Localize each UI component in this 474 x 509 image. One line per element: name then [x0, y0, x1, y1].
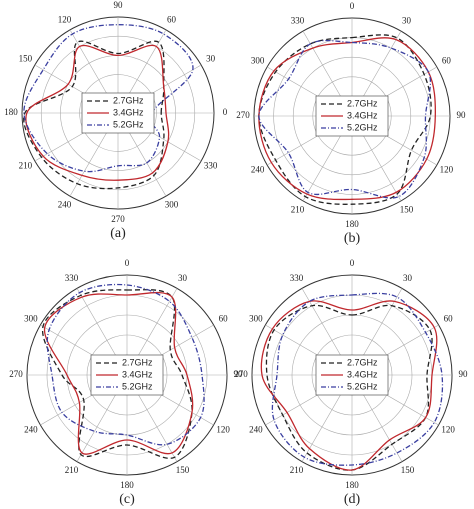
- angle-tick-label: 150: [176, 465, 190, 475]
- series-line: [23, 24, 194, 173]
- angle-tick-label: 300: [24, 314, 38, 324]
- series-line: [258, 39, 432, 199]
- angle-tick-label: 150: [400, 204, 414, 214]
- angle-tick-label: 0: [350, 1, 355, 11]
- angle-tick-label: 240: [251, 165, 265, 175]
- series-line: [25, 44, 170, 181]
- angle-tick-label: 90: [457, 110, 467, 120]
- angle-tick-label: 90: [114, 0, 124, 10]
- angle-tick-label: 0: [223, 107, 228, 117]
- angle-tick-label: 180: [120, 480, 134, 490]
- legend-label: 3.4GHz: [113, 107, 144, 117]
- angle-tick-label: 120: [441, 425, 455, 435]
- angle-tick-label: 210: [290, 465, 304, 475]
- caption: (a): [110, 226, 126, 241]
- caption: (c): [119, 492, 135, 507]
- angle-tick-label: 60: [444, 314, 454, 324]
- polar-chart: 0 30 60 90 120 150 180 210 240 270 300 330 2.7GHz 3.4…: [236, 1, 466, 246]
- series-line: [260, 300, 438, 471]
- legend-label: 5.2GHz: [347, 381, 378, 391]
- series-line: [41, 289, 193, 459]
- angle-tick-label: 90: [234, 369, 244, 379]
- angle-tick-label: 90: [459, 369, 469, 379]
- angle-tick-label: 180: [345, 480, 359, 490]
- angle-tick-label: 60: [442, 56, 452, 66]
- angle-tick-label: 270: [9, 369, 23, 379]
- angle-tick-label: 30: [402, 16, 412, 26]
- angle-tick-label: 210: [19, 161, 33, 171]
- angle-tick-label: 300: [165, 200, 179, 210]
- series-line: [271, 292, 444, 466]
- legend-label: 5.2GHz: [122, 381, 153, 391]
- angle-tick-label: 330: [65, 273, 79, 283]
- angle-tick-label: 30: [403, 273, 413, 283]
- angle-tick-label: 300: [251, 56, 265, 66]
- angle-tick-label: 330: [290, 273, 304, 283]
- angle-tick-label: 120: [58, 14, 72, 24]
- legend-label: 2.7GHz: [113, 95, 144, 105]
- caption: (d): [344, 492, 361, 507]
- series-line: [23, 40, 165, 190]
- angle-tick-label: 330: [204, 161, 218, 171]
- polar-chart: 0 30 60 90 120 150 180 210 240 270 300 330 2.7GHz 3.4…: [234, 258, 468, 507]
- angle-tick-label: 240: [249, 425, 263, 435]
- angle-tick-label: 60: [219, 314, 229, 324]
- legend-label: 3.4GHz: [122, 369, 153, 379]
- angle-tick-label: 270: [111, 214, 125, 224]
- angle-tick-label: 240: [58, 200, 72, 210]
- legend-label: 5.2GHz: [347, 122, 378, 132]
- angle-tick-label: 180: [345, 219, 359, 229]
- legend-label: 2.7GHz: [347, 357, 378, 367]
- angle-tick-label: 270: [236, 110, 250, 120]
- angle-tick-label: 150: [19, 54, 33, 64]
- angle-tick-label: 300: [249, 314, 263, 324]
- series-line: [258, 34, 432, 205]
- legend-label: 2.7GHz: [122, 357, 153, 367]
- angle-tick-label: 210: [291, 204, 305, 214]
- legend-label: 2.7GHz: [347, 98, 378, 108]
- caption: (b): [344, 231, 361, 246]
- legend-label: 3.4GHz: [347, 369, 378, 379]
- angle-tick-label: 270: [234, 369, 248, 379]
- polar-chart: 0 30 60 90 120 150 180 210 240 270 300 330 2.7GHz 3.4…: [9, 258, 243, 507]
- angle-tick-label: 30: [206, 54, 216, 64]
- series-line: [46, 283, 205, 446]
- angle-tick-label: 30: [178, 273, 188, 283]
- series-line: [44, 291, 194, 455]
- angle-tick-label: 60: [167, 14, 177, 24]
- angle-tick-label: 150: [401, 465, 415, 475]
- angle-tick-label: 210: [65, 465, 79, 475]
- angle-tick-label: 0: [125, 258, 130, 268]
- polar-chart: 0 30 60 90 120 150 180 210 240 270 300 330 2.7GHz 3.4…: [4, 0, 228, 241]
- angle-tick-label: 0: [350, 258, 355, 268]
- angle-tick-label: 120: [440, 165, 454, 175]
- legend-label: 3.4GHz: [347, 110, 378, 120]
- angle-tick-label: 330: [291, 16, 305, 26]
- angle-tick-label: 240: [24, 425, 38, 435]
- angle-tick-label: 180: [4, 107, 18, 117]
- legend-label: 5.2GHz: [113, 119, 144, 129]
- angle-tick-label: 120: [216, 425, 230, 435]
